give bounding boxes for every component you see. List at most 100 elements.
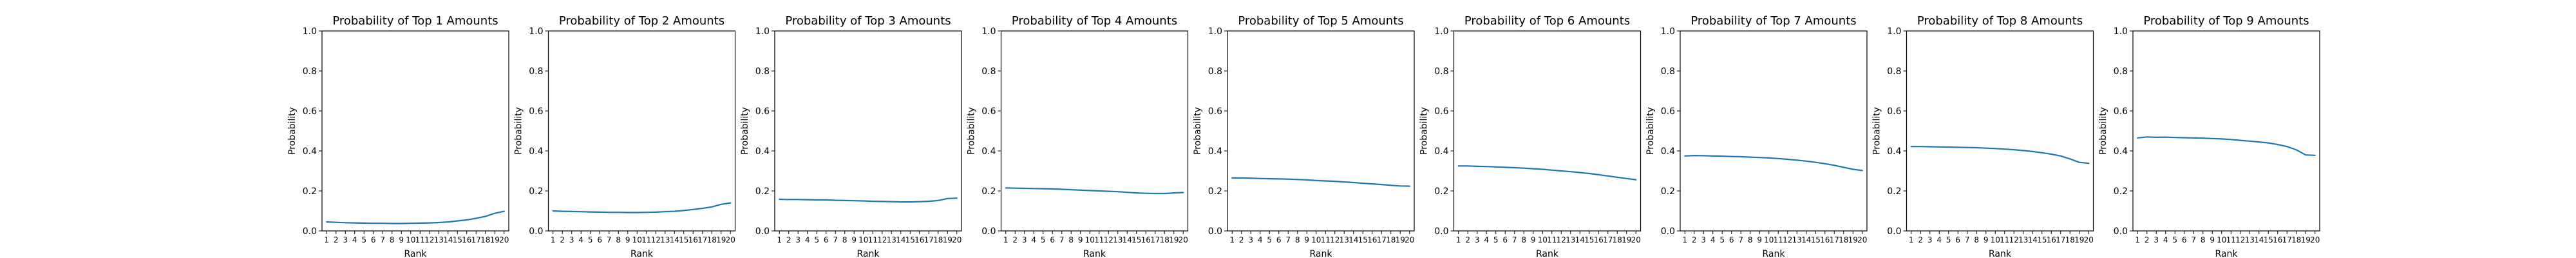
data-point [1824, 163, 1826, 164]
data-point [1759, 157, 1760, 158]
x-tick-label: 4 [1484, 235, 1489, 244]
x-tick-label: 5 [588, 235, 593, 244]
x-tick-label: 7 [2191, 235, 2196, 244]
x-tick-label: 2 [786, 235, 791, 244]
x-tick-label: 10 [858, 235, 868, 244]
y-tick-label: 0.4 [529, 146, 543, 157]
x-tick-label: 6 [2182, 235, 2187, 244]
data-point [891, 201, 892, 203]
x-tick-label: 20 [1631, 235, 1641, 244]
y-tick-label: 0.6 [1887, 106, 1901, 117]
x-tick-label: 13 [1792, 235, 1802, 244]
x-tick-label: 7 [1285, 235, 1291, 244]
x-tick-label: 15 [453, 235, 462, 244]
plot-frame [547, 30, 736, 232]
y-tick-label: 0.6 [1661, 106, 1675, 117]
chart-panel-7: Probability of Top 7 Amounts 0.0 0.2 0.4 0.6… [1645, 14, 1868, 258]
x-tick-label: 3 [343, 235, 348, 244]
x-tick-label: 15 [679, 235, 688, 244]
y-tick-label: 0.8 [755, 66, 770, 77]
data-point [1598, 174, 1599, 175]
chart-panel-3: Probability of Top 3 Amounts 0.0 0.2 0.4 0.6… [740, 14, 962, 258]
x-tick-label: 10 [406, 235, 415, 244]
x-tick-label: 8 [1295, 235, 1300, 244]
plot-frame [1000, 30, 1189, 232]
chart-panel-2: Probability of Top 2 Amounts 0.0 0.2 0.4 0.6… [514, 14, 736, 258]
data-point [1486, 166, 1487, 167]
y-tick-label: 0.8 [981, 66, 996, 77]
x-tick-label: 18 [480, 235, 490, 244]
x-tick-label: 17 [1603, 235, 1613, 244]
x-tick-label: 1 [1229, 235, 1235, 244]
x-tick-label: 2 [1918, 235, 1923, 244]
x-tick-label: 3 [1248, 235, 1253, 244]
y-tick-label: 0.0 [755, 226, 770, 237]
y-tick-label: 0.2 [303, 186, 317, 197]
x-tick-label: 9 [1078, 235, 1083, 244]
data-point [1948, 146, 1949, 148]
x-tick-label: 11 [2000, 235, 2009, 244]
data-point [646, 212, 647, 213]
y-tick-label: 0.8 [1208, 66, 1222, 77]
x-tick-label: 3 [569, 235, 574, 244]
data-point [1182, 192, 1184, 194]
chart-title: Probability of Top 5 Amounts [1238, 14, 1403, 28]
x-tick-label: 19 [1848, 235, 1858, 244]
series-line [779, 197, 958, 203]
x-tick-label: 13 [1566, 235, 1575, 244]
x-tick-label: 13 [1340, 235, 1349, 244]
x-tick-label: 17 [697, 235, 707, 244]
x-tick-label: 2 [334, 235, 339, 244]
y-tick-label: 0.6 [1434, 106, 1448, 117]
x-tick-label: 12 [651, 235, 661, 244]
x-tick-label: 13 [660, 235, 670, 244]
chart-title: Probability of Top 7 Amounts [1690, 14, 1856, 28]
y-axis-label: Probability [740, 107, 750, 155]
x-tick-label: 13 [1113, 235, 1122, 244]
series-line [2137, 136, 2316, 156]
series-line [1457, 165, 1637, 181]
data-point [1542, 168, 1543, 170]
x-tick-label: 7 [607, 235, 612, 244]
y-tick-label: 0.2 [981, 186, 996, 197]
data-point [807, 199, 808, 201]
plot-frame [1906, 30, 2094, 232]
data-point [1231, 177, 1233, 179]
x-tick-label: 19 [2301, 235, 2311, 244]
data-point [1269, 178, 1270, 179]
x-tick-label: 15 [1132, 235, 1141, 244]
plot-frame [1680, 30, 1868, 232]
plot-frame [2132, 30, 2320, 232]
x-tick-label: 6 [597, 235, 602, 244]
series-line [1231, 177, 1410, 187]
x-tick-label: 15 [2037, 235, 2047, 244]
y-tick-label: 0.8 [303, 66, 317, 77]
data-point [627, 212, 629, 213]
x-tick-label: 4 [1710, 235, 1716, 244]
x-tick-label: 6 [824, 235, 829, 244]
x-tick-label: 14 [2028, 235, 2038, 244]
x-tick-label: 16 [1367, 235, 1377, 244]
y-tick-label: 0.4 [1661, 146, 1675, 157]
x-tick-label: 12 [424, 235, 434, 244]
x-tick-label: 17 [2282, 235, 2292, 244]
x-tick-label: 15 [1811, 235, 1821, 244]
data-point [1920, 146, 1921, 147]
x-tick-label: 6 [1502, 235, 1508, 244]
data-point [788, 199, 790, 200]
x-tick-label: 12 [877, 235, 887, 244]
data-point [1061, 188, 1063, 190]
x-tick-label: 11 [868, 235, 878, 244]
x-tick-label: 10 [1991, 235, 2000, 244]
x-tick-label: 4 [805, 235, 810, 244]
x-tick-label: 10 [1311, 235, 1321, 244]
x-tick-label: 18 [933, 235, 943, 244]
y-tick-label: 0.6 [755, 106, 770, 117]
y-axis-label: Probability [287, 107, 298, 155]
x-tick-label: 18 [707, 235, 717, 244]
x-tick-label: 2 [560, 235, 565, 244]
data-point [1843, 166, 1844, 168]
x-tick-label: 7 [1738, 235, 1743, 244]
x-tick-label: 13 [2018, 235, 2028, 244]
